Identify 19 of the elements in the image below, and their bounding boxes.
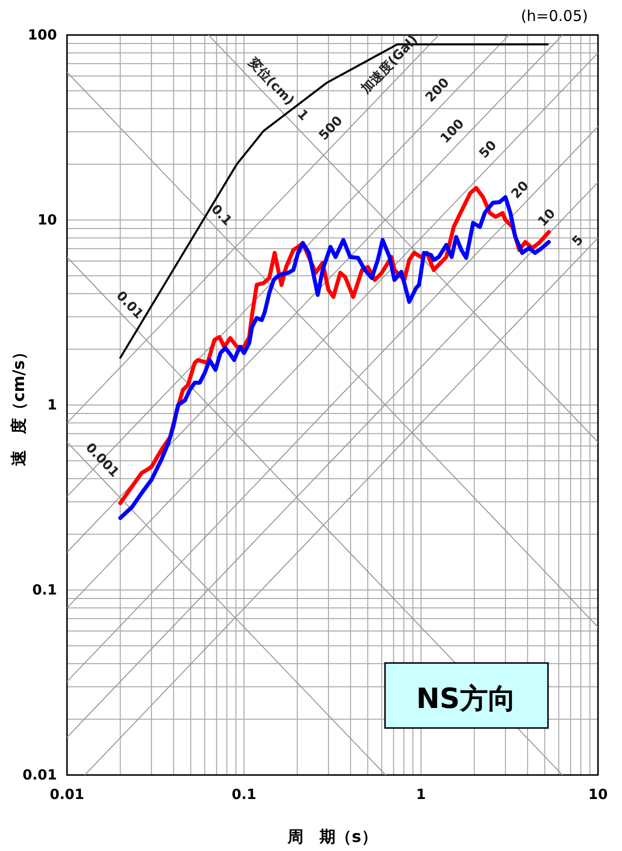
annotation: 0.1 [208,202,234,229]
y-tick-label: 0.01 [22,767,57,784]
y-tick-label: 10 [38,212,58,228]
x-tick-label: 1 [416,786,426,803]
y-axis-title: 速 度（cm/s） [9,344,28,466]
y-tick-label: 1 [47,397,57,414]
x-tick-label: 0.1 [232,786,256,803]
x-axis-title: 周 期（s） [286,827,378,846]
annotation: 1 [294,106,311,124]
annotation: NS方向 [416,682,516,715]
y-tick-label: 0.1 [32,582,57,598]
annotation: 50 [476,138,500,162]
x-tick-label: 10 [588,786,608,803]
text: (h=0.05) [520,7,588,25]
x-tick-label: 0.01 [50,786,84,803]
annotation: 10 [535,206,559,230]
y-tick-label: 100 [28,27,58,44]
annotation: 20 [508,178,532,202]
annotation: 5 [570,232,587,250]
